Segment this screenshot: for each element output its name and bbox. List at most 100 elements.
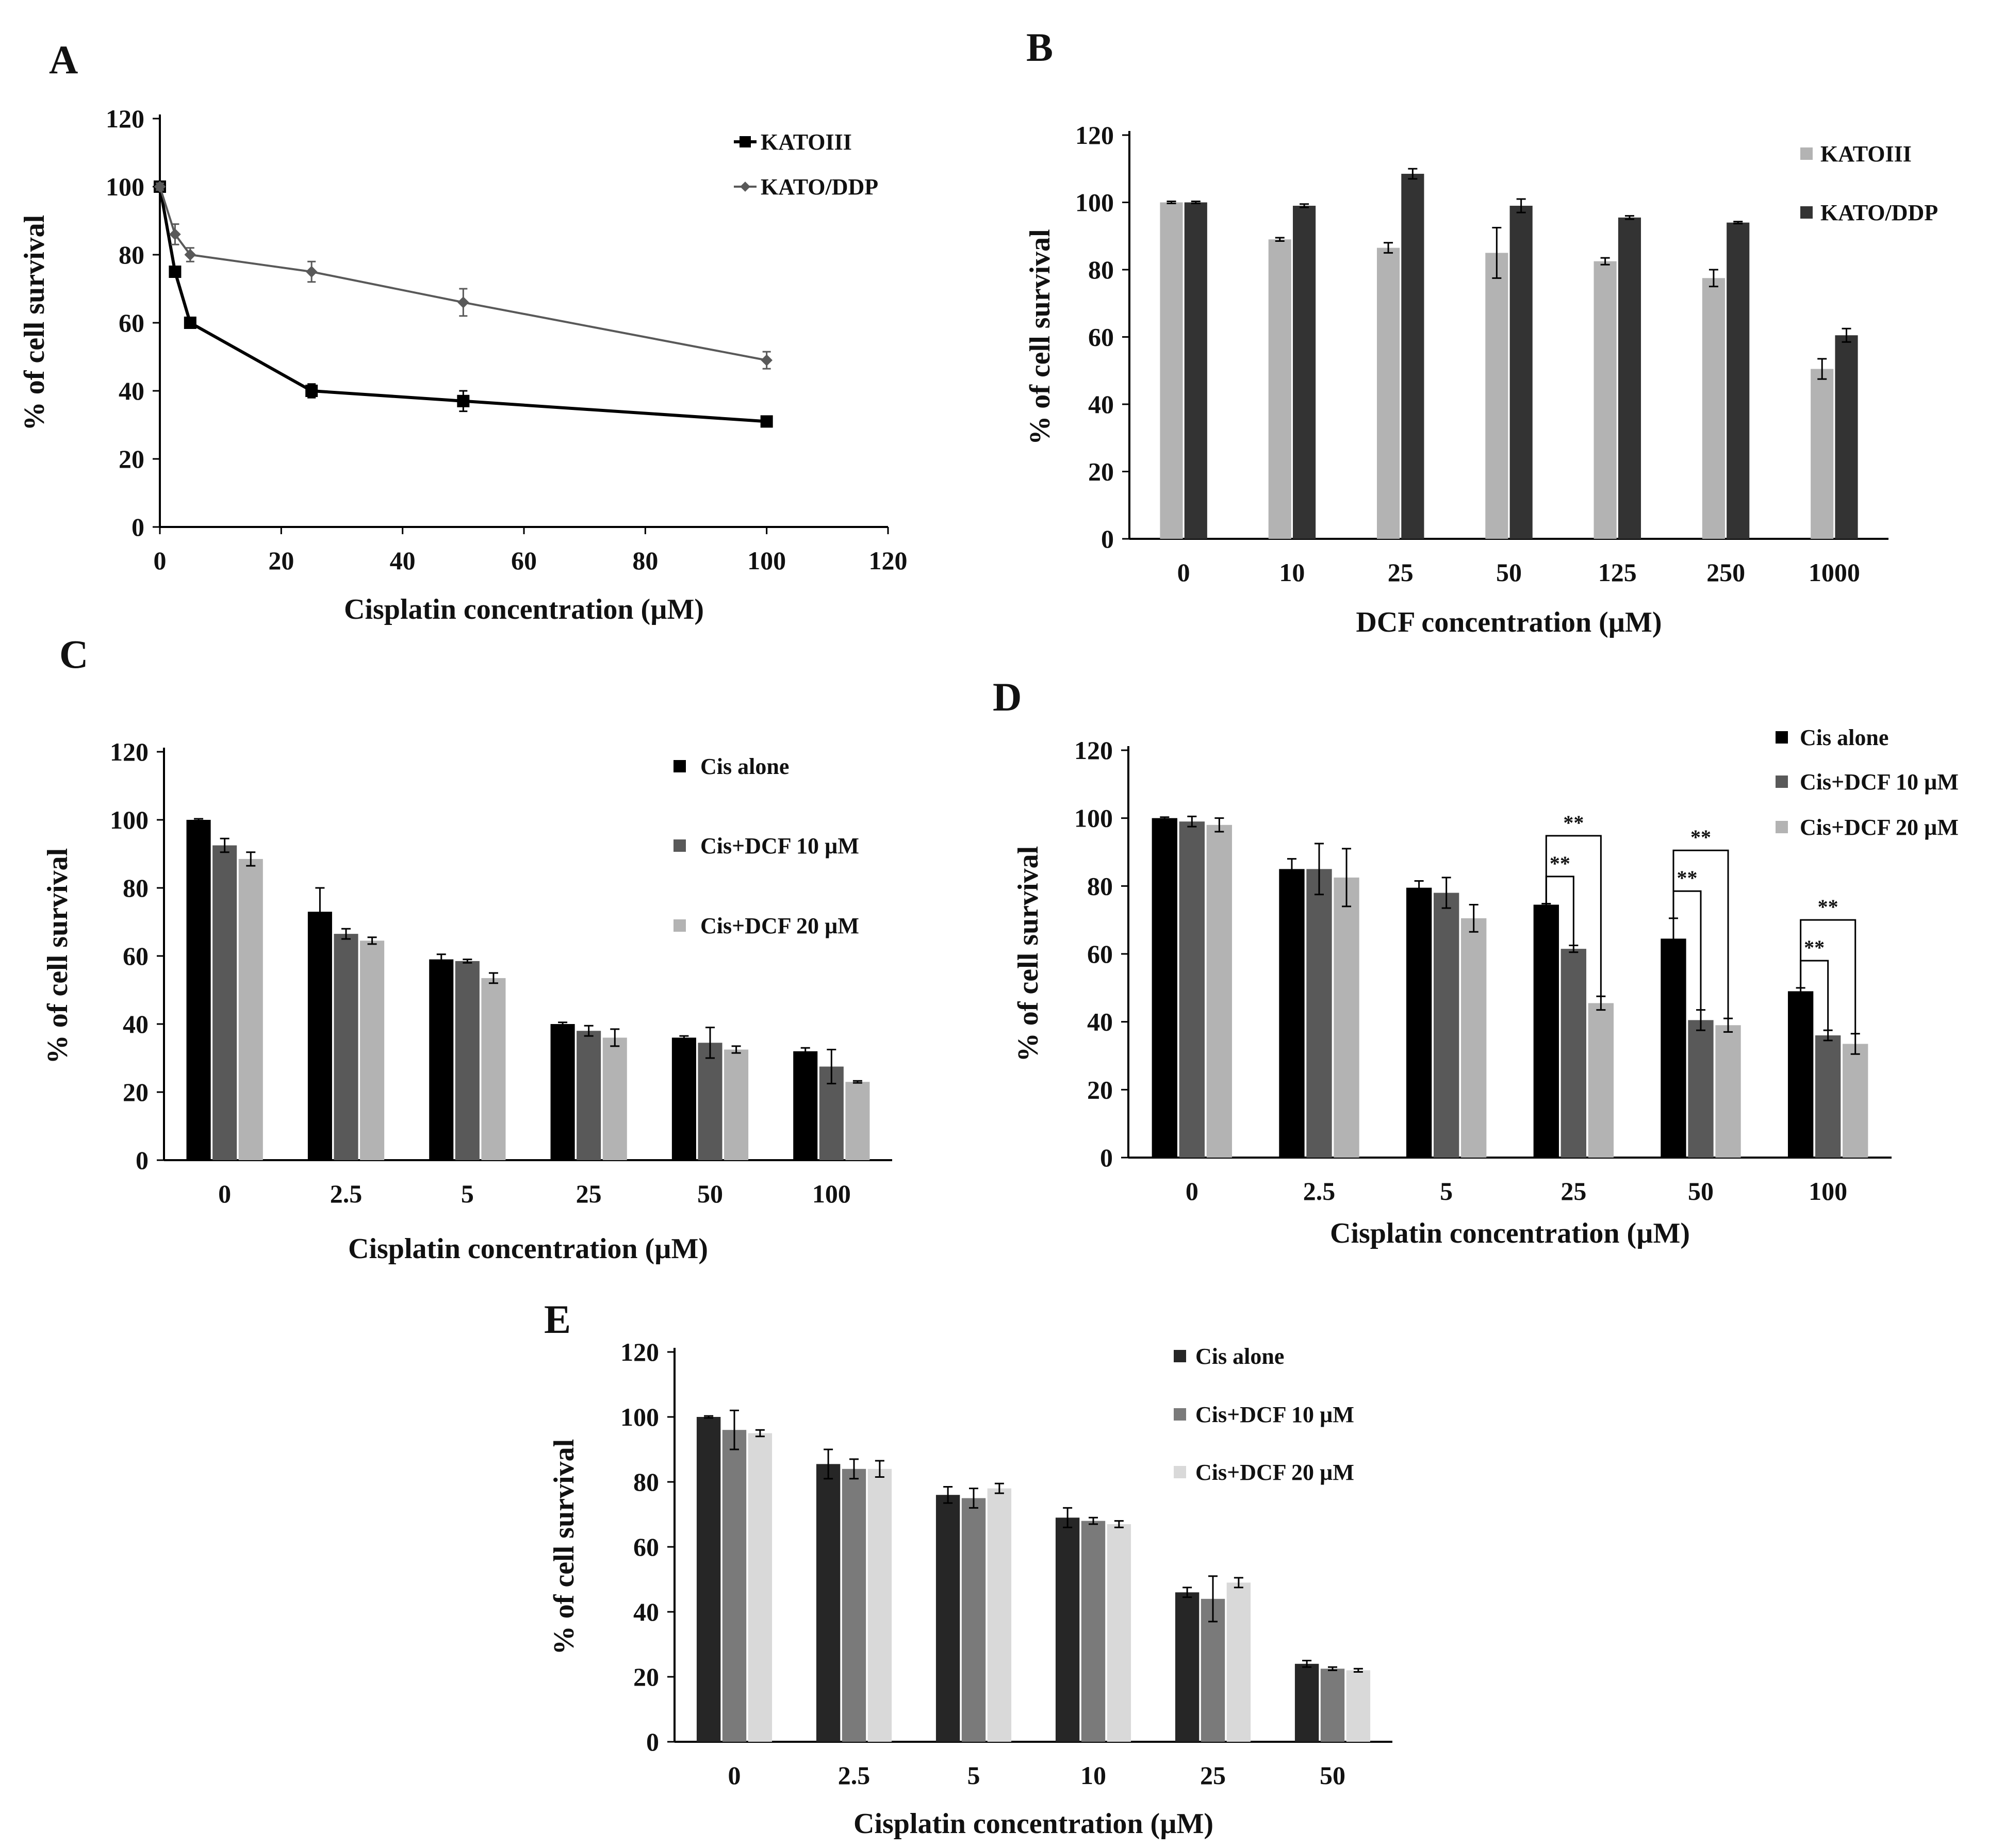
bar — [867, 1468, 892, 1742]
bar — [793, 1051, 818, 1160]
data-point — [169, 228, 181, 240]
y-axis-title: % of cell survival — [19, 215, 51, 431]
bar — [1294, 1663, 1319, 1742]
y-tick-label: 0 — [646, 1727, 659, 1756]
panel-letter: A — [49, 37, 78, 82]
bar — [1376, 248, 1400, 539]
x-axis-title: Cisplatin concentration (µM) — [1330, 1217, 1690, 1249]
bar — [1107, 1524, 1131, 1742]
x-tick-label: 0 — [728, 1761, 741, 1790]
legend-swatch — [1174, 1350, 1186, 1362]
x-tick-label: 0 — [1177, 558, 1190, 587]
y-tick-label: 80 — [119, 240, 144, 269]
y-tick-label: 40 — [119, 376, 144, 405]
x-tick-label: 50 — [697, 1179, 723, 1208]
data-point — [457, 296, 469, 308]
x-tick-label: 0 — [1186, 1177, 1198, 1206]
data-point — [184, 317, 196, 329]
bar — [1715, 1025, 1741, 1158]
bar — [1268, 239, 1291, 539]
bar — [1055, 1517, 1080, 1742]
bar — [1179, 821, 1205, 1158]
x-tick-label: 20 — [268, 546, 294, 575]
legend-label: Cis+DCF 20 µM — [1195, 1460, 1354, 1485]
data-point — [169, 266, 182, 278]
y-tick-label: 20 — [1087, 1075, 1113, 1104]
panel-letter: B — [1026, 25, 1053, 70]
y-tick-label: 60 — [119, 308, 144, 337]
x-tick-label: 50 — [1320, 1761, 1345, 1790]
x-tick-label: 50 — [1496, 558, 1522, 587]
significance-label: ** — [1818, 895, 1838, 918]
bar — [1727, 222, 1750, 539]
bar — [1594, 261, 1617, 539]
bar — [1334, 877, 1359, 1158]
y-axis-title: % of cell survival — [1024, 229, 1056, 444]
bar — [212, 845, 237, 1160]
bar — [1175, 1592, 1200, 1742]
x-tick-label: 100 — [1809, 1177, 1847, 1206]
y-tick-label: 100 — [106, 172, 144, 201]
bar — [722, 1430, 747, 1742]
bar — [1184, 202, 1207, 539]
bar — [816, 1464, 841, 1742]
panel-letter: C — [59, 632, 88, 676]
legend-swatch — [1776, 731, 1788, 744]
bar — [1843, 1044, 1868, 1158]
bar — [935, 1495, 960, 1742]
y-tick-label: 40 — [633, 1597, 659, 1626]
bar — [671, 1037, 696, 1160]
y-tick-label: 20 — [633, 1662, 659, 1691]
legend-label: Cis alone — [1195, 1344, 1284, 1369]
bar — [455, 961, 480, 1160]
y-tick-label: 80 — [1088, 255, 1114, 284]
legend-swatch — [674, 839, 686, 852]
bar — [724, 1049, 749, 1160]
x-tick-label: 25 — [1388, 558, 1414, 587]
y-tick-label: 120 — [110, 737, 149, 766]
legend-label: Cis+DCF 10 µM — [700, 833, 859, 859]
x-tick-label: 25 — [1200, 1761, 1226, 1790]
bar — [1815, 1035, 1841, 1158]
bar — [186, 820, 211, 1160]
panel-a: A 0 20 40 60 80 100 120 % of cell survival Cispla… — [19, 37, 908, 625]
y-axis-title: % of cell survival — [1012, 846, 1044, 1062]
legend-swatch — [1776, 776, 1788, 788]
x-tick-label: 250 — [1706, 558, 1745, 587]
legend-label: Cis alone — [1800, 725, 1888, 750]
bar — [550, 1024, 575, 1160]
x-tick-label: 1000 — [1809, 558, 1860, 587]
x-tick-label: 40 — [390, 546, 416, 575]
data-point — [305, 385, 318, 397]
bar — [1702, 278, 1725, 539]
x-tick-label: 10 — [1080, 1761, 1106, 1790]
y-tick-label: 40 — [123, 1010, 149, 1038]
bar — [307, 912, 332, 1160]
x-tick-label: 5 — [967, 1761, 980, 1790]
legend-label: Cis+DCF 10 µM — [1800, 769, 1959, 795]
legend-label: KATOIII — [761, 129, 852, 155]
bar — [1811, 369, 1834, 539]
panel-letter: E — [544, 1297, 571, 1342]
legend-swatch — [1800, 147, 1813, 160]
legend-marker — [740, 182, 750, 192]
panel-c: C 0 20 40 60 80 100 120 % of cell survival Cispla… — [42, 632, 892, 1265]
bar — [1306, 869, 1332, 1158]
bar — [1835, 335, 1858, 539]
bar — [1226, 1582, 1251, 1742]
bar — [1401, 174, 1424, 539]
x-tick-label: 50 — [1688, 1177, 1714, 1206]
legend-label: KATOIII — [1820, 141, 1912, 167]
legend-swatch — [1800, 206, 1813, 219]
y-tick-label: 60 — [1088, 323, 1114, 352]
panel-letter: D — [993, 674, 1022, 719]
legend-swatch — [1174, 1466, 1186, 1478]
y-tick-label: 0 — [1100, 1143, 1113, 1172]
y-tick-label: 60 — [1087, 939, 1113, 968]
x-tick-label: 25 — [576, 1179, 602, 1208]
bar — [1081, 1521, 1106, 1742]
y-tick-label: 120 — [1074, 736, 1113, 765]
bar — [1406, 887, 1432, 1158]
bar — [1320, 1669, 1345, 1742]
